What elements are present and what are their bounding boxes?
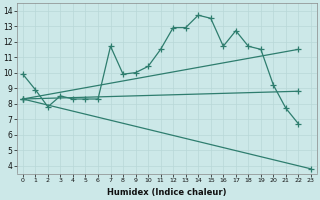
X-axis label: Humidex (Indice chaleur): Humidex (Indice chaleur)	[107, 188, 227, 197]
